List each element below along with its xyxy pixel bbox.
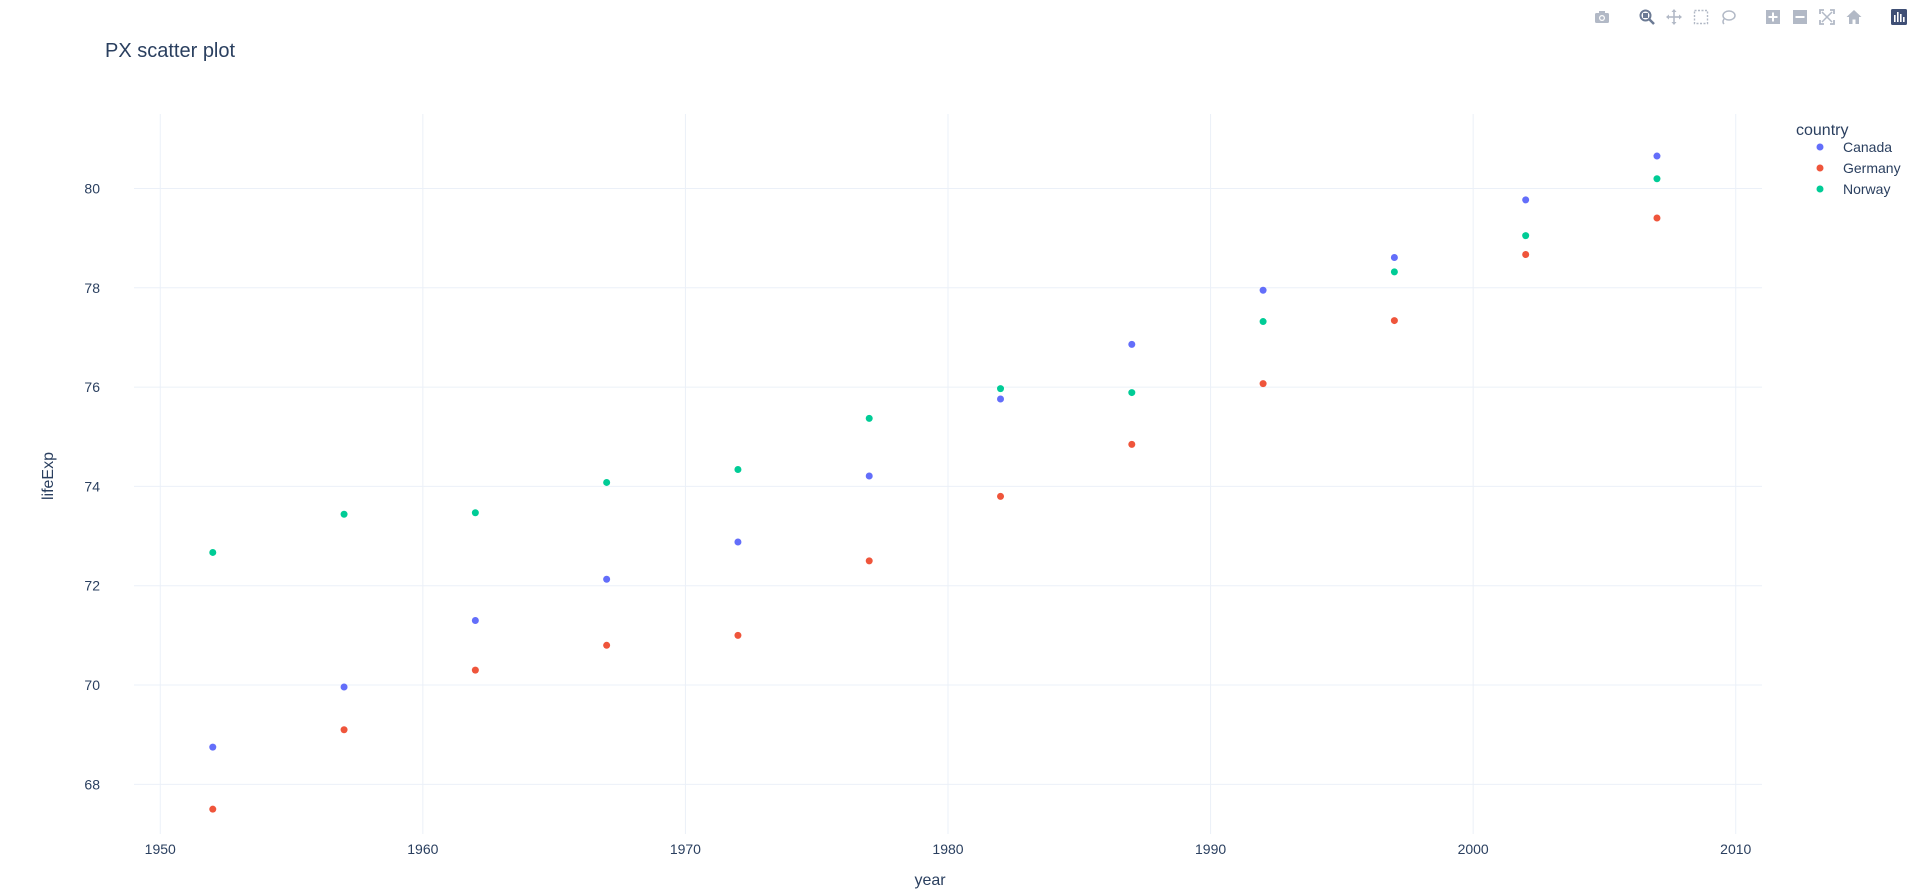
data-point[interactable] bbox=[209, 743, 217, 751]
zoom-icon[interactable] bbox=[1633, 6, 1660, 28]
legend-marker bbox=[1816, 143, 1824, 151]
x-tick-label: 1950 bbox=[145, 841, 176, 857]
plotly-logo-icon[interactable] bbox=[1885, 6, 1912, 28]
data-point[interactable] bbox=[209, 805, 217, 813]
data-point[interactable] bbox=[1128, 389, 1136, 397]
data-point[interactable] bbox=[865, 414, 873, 422]
data-point[interactable] bbox=[1390, 317, 1398, 325]
data-point[interactable] bbox=[340, 683, 348, 691]
modebar-group-zoom bbox=[1759, 6, 1867, 28]
legend-marker bbox=[1816, 164, 1824, 172]
legend-item-germany[interactable]: Germany bbox=[1816, 160, 1901, 176]
legend-item-norway[interactable]: Norway bbox=[1816, 181, 1891, 197]
data-point[interactable] bbox=[340, 510, 348, 518]
data-point[interactable] bbox=[997, 492, 1005, 500]
data-point[interactable] bbox=[734, 466, 742, 474]
x-tick-label: 2010 bbox=[1720, 841, 1751, 857]
pan-icon[interactable] bbox=[1660, 6, 1687, 28]
data-point[interactable] bbox=[1522, 251, 1530, 259]
zoom-in-icon[interactable] bbox=[1759, 6, 1786, 28]
legend-label: Canada bbox=[1843, 139, 1892, 155]
camera-icon[interactable] bbox=[1588, 6, 1615, 28]
legend-label: Norway bbox=[1843, 181, 1890, 197]
series-germany[interactable] bbox=[209, 214, 1661, 813]
modebar-group-capture bbox=[1588, 6, 1615, 28]
data-point[interactable] bbox=[734, 631, 742, 639]
legend[interactable]: country Canada Germany Norway bbox=[1796, 122, 1901, 197]
legend-title: country bbox=[1796, 122, 1848, 139]
data-point[interactable] bbox=[1259, 380, 1267, 388]
data-point[interactable] bbox=[1653, 214, 1661, 222]
y-tick-label: 80 bbox=[84, 180, 100, 196]
y-tick-label: 72 bbox=[84, 578, 100, 594]
data-point[interactable] bbox=[865, 472, 873, 480]
y-tick-label: 76 bbox=[84, 379, 100, 395]
y-tick-label: 74 bbox=[84, 478, 100, 494]
x-tick-label: 2000 bbox=[1458, 841, 1489, 857]
x-tick-label: 1980 bbox=[932, 841, 963, 857]
data-point[interactable] bbox=[1259, 286, 1267, 294]
data-point[interactable] bbox=[1259, 318, 1267, 326]
x-axis-title: year bbox=[914, 872, 946, 889]
box-select-icon[interactable] bbox=[1687, 6, 1714, 28]
data-point[interactable] bbox=[1390, 268, 1398, 276]
grid-layer bbox=[134, 114, 1762, 834]
data-point[interactable] bbox=[1653, 175, 1661, 183]
autoscale-icon[interactable] bbox=[1813, 6, 1840, 28]
data-point[interactable] bbox=[1653, 152, 1661, 160]
legend-label: Germany bbox=[1843, 160, 1901, 176]
reset-axes-icon[interactable] bbox=[1840, 6, 1867, 28]
data-point[interactable] bbox=[603, 478, 611, 486]
x-tick-label: 1990 bbox=[1195, 841, 1226, 857]
data-point[interactable] bbox=[209, 548, 217, 556]
modebar-group-drag bbox=[1633, 6, 1741, 28]
data-point[interactable] bbox=[734, 538, 742, 546]
y-tick-label: 70 bbox=[84, 677, 100, 693]
data-point[interactable] bbox=[1522, 196, 1530, 204]
x-tick-label: 1960 bbox=[407, 841, 438, 857]
series-norway[interactable] bbox=[209, 175, 1661, 556]
y-tick-label: 78 bbox=[84, 280, 100, 296]
legend-item-canada[interactable]: Canada bbox=[1816, 139, 1893, 155]
data-point[interactable] bbox=[865, 557, 873, 565]
series-canada[interactable] bbox=[209, 152, 1661, 751]
legend-marker bbox=[1816, 185, 1824, 193]
zoom-out-icon[interactable] bbox=[1786, 6, 1813, 28]
data-point[interactable] bbox=[471, 616, 479, 624]
data-point[interactable] bbox=[1390, 254, 1398, 262]
modebar bbox=[1570, 6, 1912, 28]
modebar-group-logo bbox=[1885, 6, 1912, 28]
data-point[interactable] bbox=[603, 575, 611, 583]
data-point[interactable] bbox=[997, 395, 1005, 403]
data-point[interactable] bbox=[471, 666, 479, 674]
tick-labels: 1950 1960 1970 1980 1990 2000 2010 68 70 72 74 76 78… bbox=[84, 180, 1751, 857]
data-point[interactable] bbox=[1128, 440, 1136, 448]
data-point[interactable] bbox=[1522, 232, 1530, 240]
data-point[interactable] bbox=[340, 726, 348, 734]
data-point[interactable] bbox=[1128, 340, 1136, 348]
points-layer[interactable] bbox=[209, 152, 1661, 813]
y-tick-label: 68 bbox=[84, 776, 100, 792]
data-point[interactable] bbox=[471, 509, 479, 517]
data-point[interactable] bbox=[997, 385, 1005, 393]
data-point[interactable] bbox=[603, 641, 611, 649]
lasso-select-icon[interactable] bbox=[1714, 6, 1741, 28]
chart-title: PX scatter plot bbox=[105, 40, 236, 62]
y-axis-title: lifeExp bbox=[40, 452, 57, 500]
x-tick-label: 1970 bbox=[670, 841, 701, 857]
